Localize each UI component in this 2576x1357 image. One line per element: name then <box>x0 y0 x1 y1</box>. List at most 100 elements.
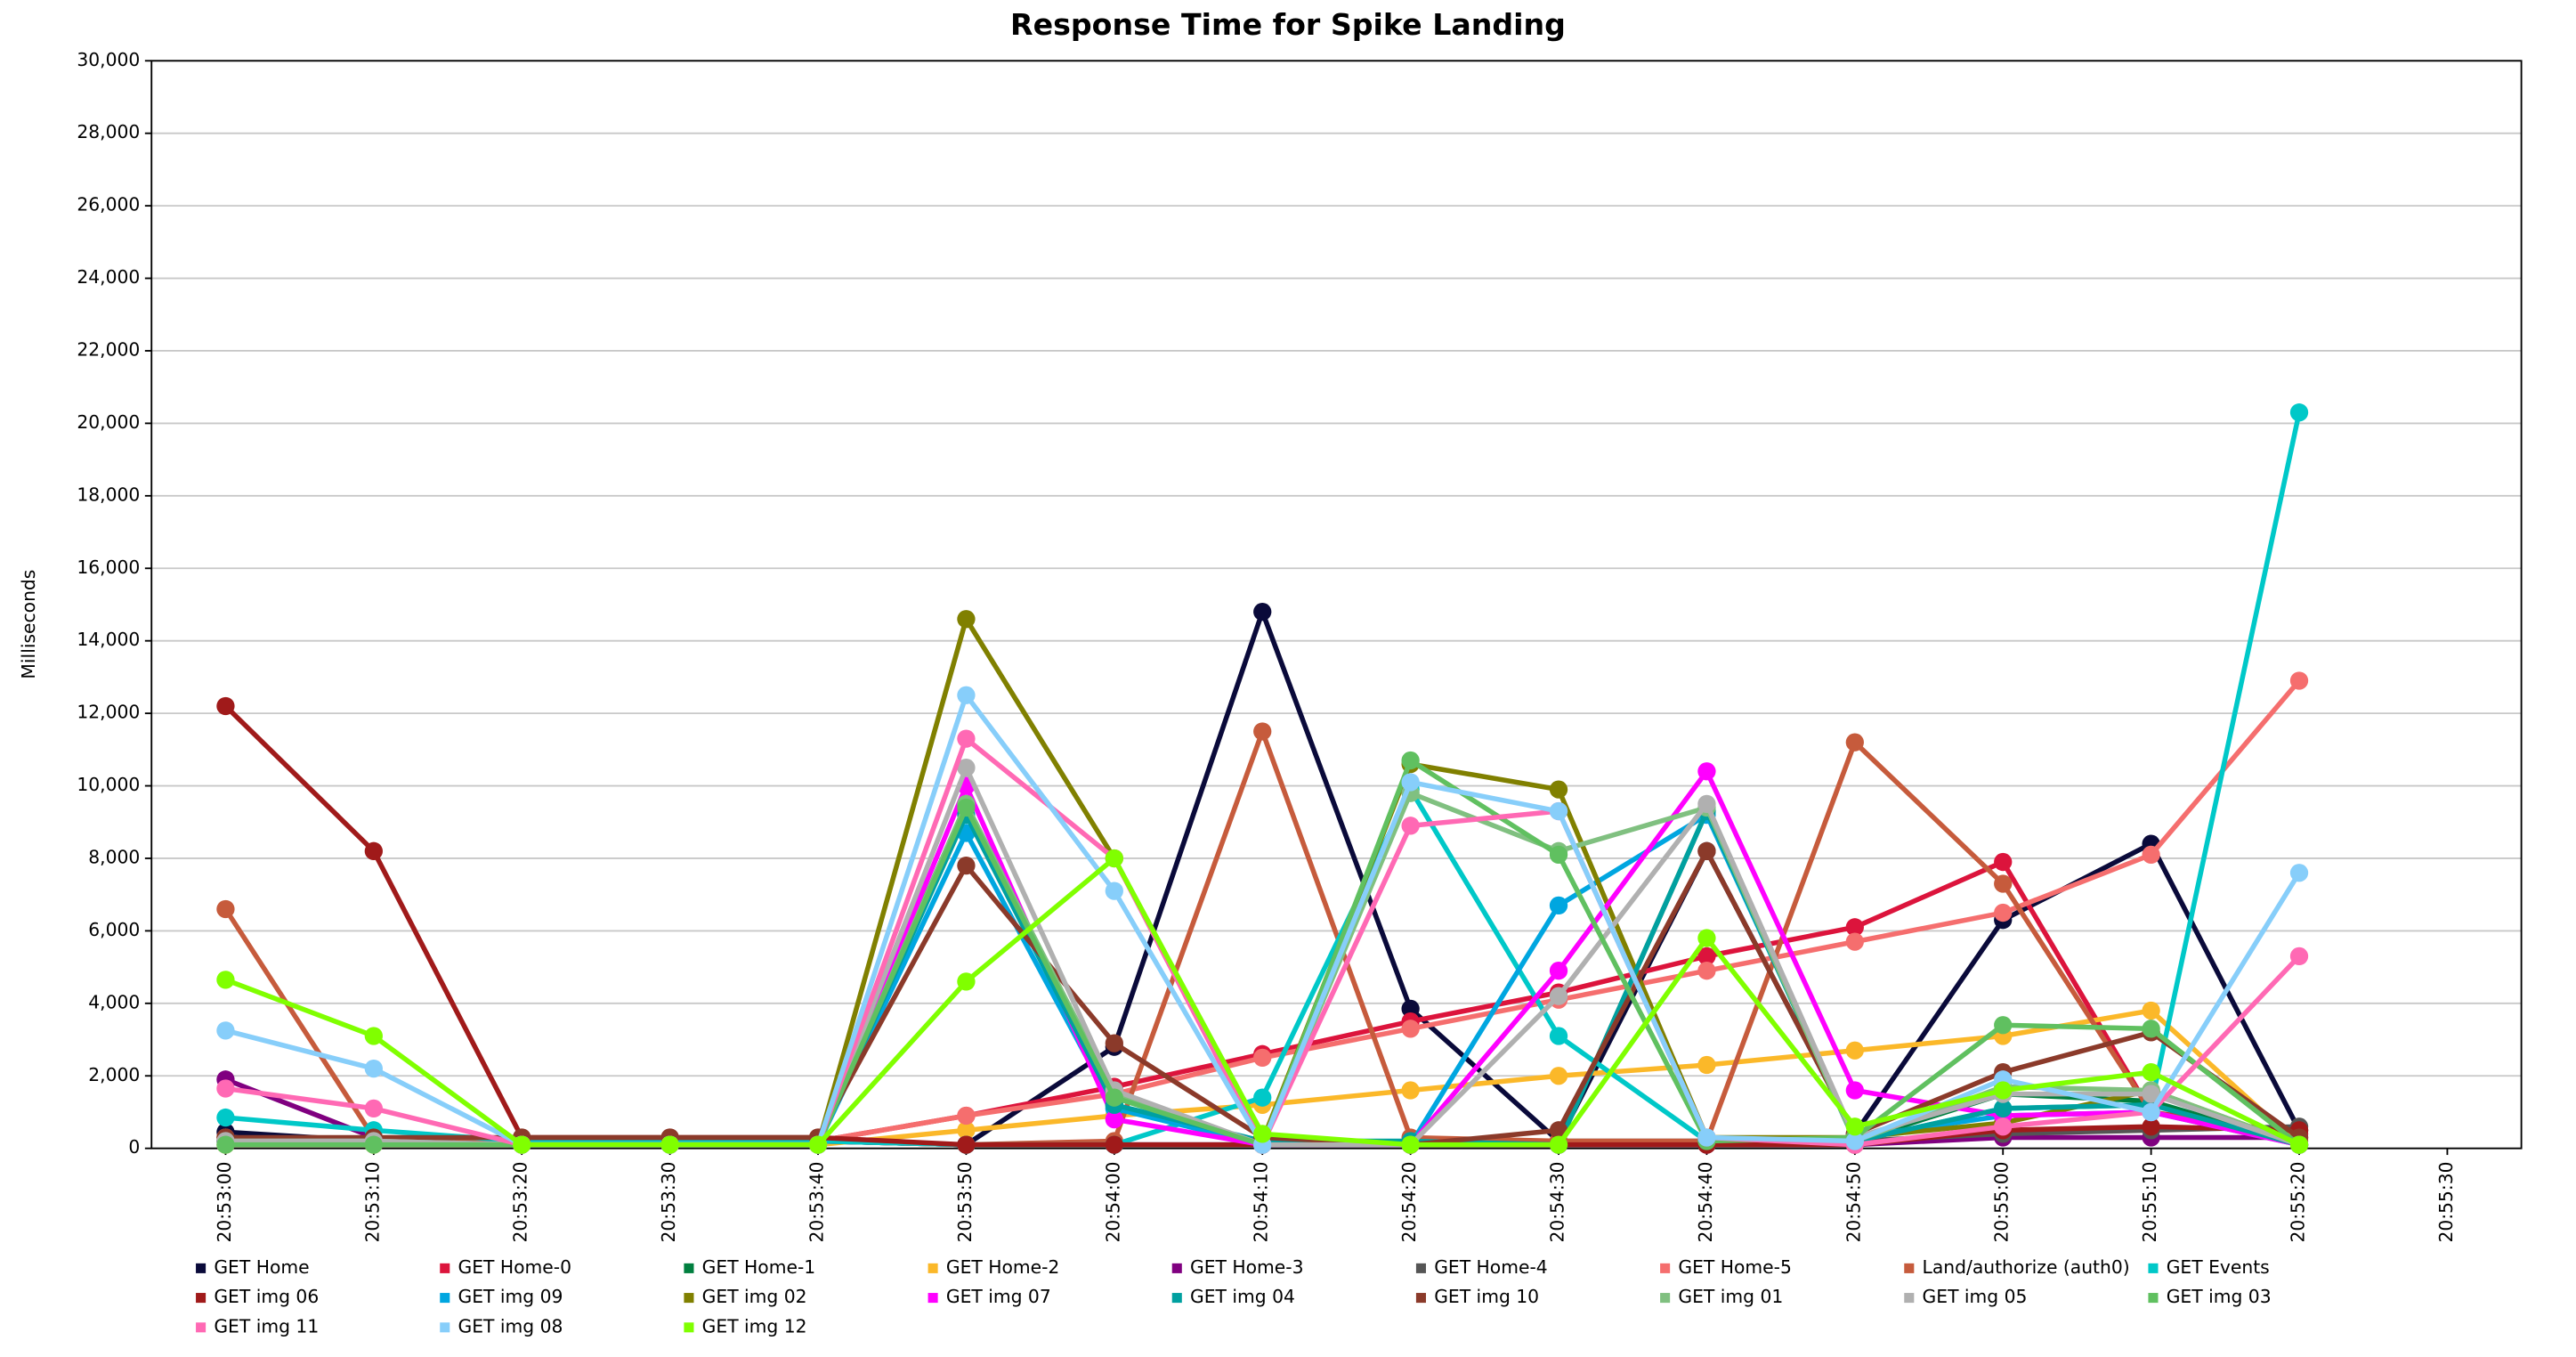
x-tick-label: 20:53:50 <box>954 1161 976 1242</box>
data-point <box>1994 874 2013 893</box>
legend-swatch <box>440 1263 450 1273</box>
data-point <box>1401 999 1420 1019</box>
y-tick-label: 10,000 <box>77 774 140 795</box>
x-tick-label: 20:54:50 <box>1843 1161 1864 1242</box>
y-tick-label: 18,000 <box>77 483 140 505</box>
data-point <box>1549 845 1568 865</box>
data-point <box>1401 1135 1420 1154</box>
legend-swatch <box>196 1263 207 1273</box>
data-point <box>1697 962 1716 980</box>
data-point <box>2289 403 2309 422</box>
legend-swatch <box>440 1293 450 1304</box>
legend-swatch <box>1904 1293 1915 1304</box>
legend-label: GET img 07 <box>946 1286 1051 1307</box>
data-point <box>1697 929 1716 947</box>
legend-swatch <box>196 1322 207 1333</box>
y-tick-label: 12,000 <box>77 702 140 723</box>
data-point <box>364 841 383 860</box>
data-point <box>957 729 976 748</box>
data-point <box>2142 1063 2160 1082</box>
x-tick-label: 20:54:10 <box>1251 1161 1272 1242</box>
data-point <box>2142 1001 2160 1020</box>
data-point <box>1845 1081 1864 1100</box>
data-point <box>957 759 976 777</box>
data-point <box>1401 751 1420 770</box>
data-point <box>1105 1135 1123 1154</box>
legend-swatch <box>440 1322 450 1333</box>
data-point <box>216 696 235 716</box>
legend-swatch <box>928 1293 938 1304</box>
x-tick-label: 20:54:20 <box>1398 1161 1420 1242</box>
legend-label: GET Home-4 <box>1434 1256 1547 1278</box>
data-point <box>1549 1067 1568 1085</box>
legend-label: GET img 09 <box>458 1286 563 1307</box>
data-point <box>364 1027 383 1045</box>
data-point <box>1401 773 1420 792</box>
legend-label: GET Home <box>214 1256 309 1278</box>
data-point <box>1105 1034 1123 1052</box>
x-tick-label: 20:55:30 <box>2435 1161 2457 1242</box>
legend-swatch <box>1171 1293 1182 1304</box>
data-point <box>1549 1027 1568 1045</box>
x-tick-label: 20:54:00 <box>1102 1161 1123 1242</box>
legend-label: GET Home-2 <box>946 1256 1059 1278</box>
legend-swatch <box>1660 1263 1671 1273</box>
data-point <box>1994 1081 2013 1100</box>
data-point <box>2289 1135 2309 1154</box>
legend-label: GET img 12 <box>702 1315 807 1337</box>
y-tick-label: 6,000 <box>88 919 140 940</box>
y-tick-label: 0 <box>128 1136 140 1158</box>
data-point <box>216 1108 235 1127</box>
data-point <box>1253 722 1272 741</box>
data-point <box>364 1135 383 1154</box>
x-tick-label: 20:55:10 <box>2139 1161 2160 1242</box>
y-tick-label: 16,000 <box>77 557 140 578</box>
data-point <box>1105 882 1123 900</box>
x-tick-label: 20:53:00 <box>214 1161 235 1242</box>
data-point <box>1845 1132 1864 1150</box>
data-point <box>2289 947 2309 966</box>
data-point <box>1845 932 1864 951</box>
data-point <box>1845 918 1864 937</box>
data-point <box>957 856 976 875</box>
y-tick-label: 26,000 <box>77 194 140 215</box>
y-tick-label: 20,000 <box>77 411 140 433</box>
data-point <box>1994 1117 2013 1136</box>
y-tick-label: 8,000 <box>88 846 140 867</box>
y-tick-label: 4,000 <box>88 991 140 1012</box>
legend-label: GET Home-3 <box>1190 1256 1303 1278</box>
y-tick-label: 2,000 <box>88 1064 140 1085</box>
legend-swatch <box>684 1293 694 1304</box>
data-point <box>364 1059 383 1078</box>
data-point <box>1549 780 1568 799</box>
plot-frame <box>150 60 2523 1150</box>
data-point <box>1697 947 1716 966</box>
data-point <box>1105 849 1123 868</box>
data-point <box>957 1106 976 1125</box>
data-point <box>1697 1055 1716 1075</box>
legend-label: GET img 02 <box>702 1286 807 1307</box>
legend-label: GET img 05 <box>1923 1286 2028 1307</box>
data-point <box>2142 1085 2160 1103</box>
data-point <box>1549 896 1568 915</box>
x-tick-label: 20:53:20 <box>510 1161 531 1242</box>
data-point <box>1549 801 1568 821</box>
x-tick-label: 20:54:40 <box>1695 1161 1716 1242</box>
data-point <box>957 798 976 817</box>
legend-label: GET Home-5 <box>1678 1256 1791 1278</box>
data-point <box>1697 762 1716 781</box>
x-tick-label: 20:53:30 <box>658 1161 679 1242</box>
legend-swatch <box>2148 1293 2159 1304</box>
data-point <box>2289 864 2309 882</box>
legend-swatch <box>928 1263 938 1273</box>
data-point <box>1253 602 1272 622</box>
data-point <box>1401 1020 1420 1038</box>
legend-swatch <box>196 1293 207 1304</box>
data-point <box>1401 817 1420 835</box>
data-point <box>808 1135 828 1154</box>
data-point <box>216 899 235 919</box>
data-point <box>1845 1117 1864 1136</box>
legend-label: GET Home-1 <box>702 1256 815 1278</box>
legend-label: GET img 01 <box>1678 1286 1783 1307</box>
